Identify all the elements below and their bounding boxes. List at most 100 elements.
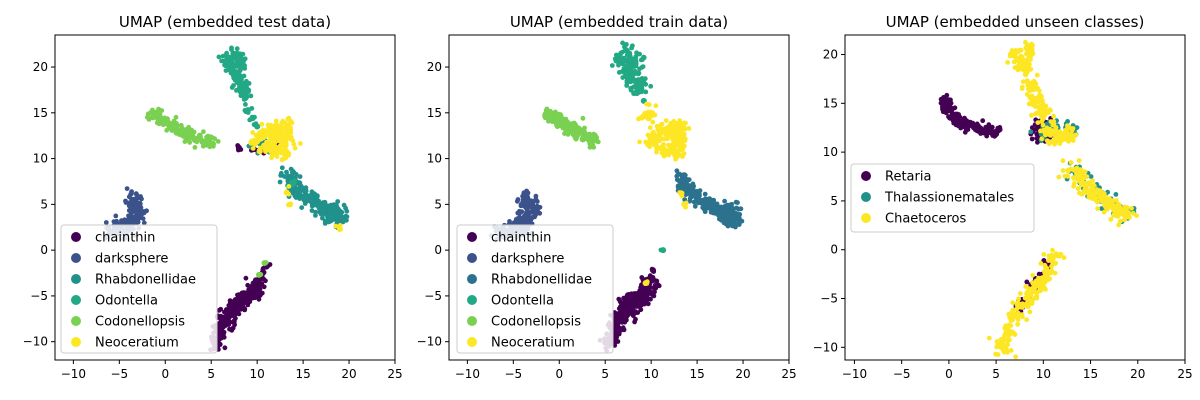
data-point <box>621 317 626 323</box>
data-point <box>553 116 559 122</box>
data-point <box>624 298 630 304</box>
data-point <box>731 221 737 227</box>
data-point <box>320 215 325 221</box>
data-point <box>321 208 327 214</box>
legend-label: Rhabdonellidae <box>491 273 592 288</box>
data-point <box>515 216 520 222</box>
legend-marker <box>71 274 81 284</box>
data-point <box>1015 67 1021 73</box>
data-point <box>126 213 131 219</box>
data-point <box>964 122 970 127</box>
y-tick-label: 0 <box>434 243 442 257</box>
data-point <box>1078 167 1084 173</box>
data-point <box>1002 332 1007 338</box>
data-point <box>1009 48 1015 53</box>
data-point <box>244 94 250 100</box>
data-point <box>218 313 224 319</box>
data-point <box>1010 300 1016 306</box>
data-point <box>237 63 243 69</box>
x-tick-label: 5 <box>207 367 215 381</box>
x-tick-label: 5 <box>601 367 609 381</box>
data-point <box>187 134 193 139</box>
data-point <box>337 223 343 228</box>
data-point <box>212 136 218 142</box>
data-point <box>272 122 278 128</box>
data-point <box>1082 169 1088 175</box>
data-point <box>655 282 661 287</box>
data-point <box>178 122 184 128</box>
data-point <box>293 187 298 193</box>
data-point <box>234 46 240 52</box>
x-tick-label: 0 <box>555 367 563 381</box>
data-point <box>129 191 134 197</box>
legend-marker <box>861 213 871 223</box>
data-point <box>1111 213 1116 218</box>
data-point <box>244 85 250 91</box>
y-tick-label: −5 <box>424 289 442 303</box>
data-point <box>955 121 961 127</box>
data-point <box>980 118 986 124</box>
data-point <box>623 58 629 63</box>
data-point <box>250 115 256 121</box>
data-point <box>1084 186 1090 192</box>
x-tick-label: −10 <box>61 367 86 381</box>
data-point <box>231 83 236 88</box>
data-point <box>733 199 739 205</box>
data-point <box>1062 173 1068 179</box>
data-point <box>1051 119 1057 124</box>
data-point <box>302 201 308 206</box>
data-point <box>299 205 305 211</box>
data-point <box>997 344 1003 350</box>
data-point <box>1024 317 1029 323</box>
data-point <box>1003 337 1009 343</box>
data-point <box>128 218 134 224</box>
data-point <box>1010 317 1016 323</box>
legend-marker <box>467 232 477 242</box>
data-point <box>679 175 685 181</box>
data-point <box>132 202 138 208</box>
data-point <box>722 204 728 209</box>
data-point <box>702 209 708 215</box>
data-point <box>288 118 294 124</box>
data-point <box>156 120 162 126</box>
data-point <box>643 139 649 145</box>
data-point <box>580 136 586 141</box>
x-tick-label: 0 <box>161 367 169 381</box>
data-point <box>972 126 978 132</box>
data-point <box>297 187 302 193</box>
legend-marker <box>467 253 477 263</box>
series-rhabdonellidae <box>246 138 350 231</box>
data-point <box>1115 202 1120 208</box>
data-point <box>1056 174 1062 180</box>
data-point <box>182 139 188 145</box>
y-tick-label: 10 <box>33 152 48 166</box>
data-point <box>223 63 229 68</box>
data-point <box>948 105 954 111</box>
data-point <box>616 296 622 302</box>
data-point <box>683 204 688 210</box>
data-point <box>1052 270 1058 276</box>
x-tick-label: −10 <box>455 367 480 381</box>
data-point <box>657 132 663 137</box>
data-point <box>242 108 248 113</box>
data-point <box>1020 84 1025 90</box>
data-point <box>222 345 228 351</box>
data-point <box>1003 324 1009 330</box>
data-point <box>224 59 229 64</box>
data-point <box>666 142 671 148</box>
data-point <box>1013 354 1019 360</box>
data-point <box>165 116 170 122</box>
data-point <box>678 129 683 135</box>
data-point <box>328 218 334 224</box>
data-point <box>1047 139 1052 145</box>
y-tick-label: 0 <box>40 243 48 257</box>
y-tick-label: 15 <box>823 96 838 110</box>
data-point <box>1029 125 1035 130</box>
legend-marker <box>467 316 477 326</box>
data-point <box>623 303 628 308</box>
data-point <box>1038 128 1043 134</box>
legend-box <box>850 163 1035 233</box>
data-point <box>1051 254 1057 260</box>
data-point <box>630 43 635 49</box>
data-point <box>283 155 289 161</box>
